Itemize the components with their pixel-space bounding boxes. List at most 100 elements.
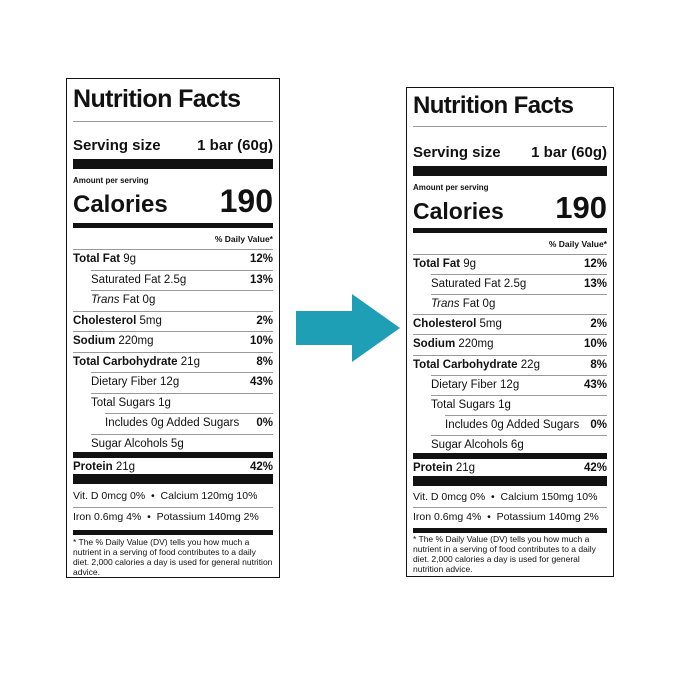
bullet: • bbox=[487, 511, 491, 523]
calories-row: Calories 190 bbox=[73, 183, 273, 223]
medium-divider bbox=[413, 228, 607, 233]
nutrient-amount: 220mg bbox=[118, 335, 154, 347]
nutrient-amount: 21g bbox=[455, 462, 476, 474]
medium-divider bbox=[73, 223, 273, 228]
serving-size: Serving size 1 bar (60g) bbox=[73, 137, 273, 154]
nutrient-row: Sodium 220mg 10% bbox=[73, 332, 273, 350]
serving-size-value: 1 bar (60g) bbox=[531, 144, 607, 161]
divider bbox=[91, 290, 273, 291]
nutrient-amount: 22g bbox=[520, 358, 540, 371]
vitamin-d: Vit. D 0mcg 0% bbox=[413, 491, 486, 503]
nutrient-name: Total Carbohydrate bbox=[413, 358, 518, 371]
nutrient-row: Total Carbohydrate 22g 8% bbox=[413, 356, 607, 374]
serving-size: Serving size 1 bar (60g) bbox=[413, 144, 607, 161]
divider bbox=[73, 507, 273, 508]
footnote: * The % Daily Value (DV) tells you how m… bbox=[413, 534, 596, 574]
nutrient-amount: 2.5g bbox=[503, 278, 527, 291]
divider bbox=[445, 414, 607, 416]
medium-divider bbox=[73, 530, 273, 535]
divider bbox=[73, 121, 273, 122]
vitamin-row-1: Vit. D 0mcg 0% • Calcium 120mg 10% bbox=[73, 487, 273, 505]
nutrient-name: Trans bbox=[431, 298, 460, 311]
nutrient-row: Sodium 220mg 10% bbox=[413, 335, 607, 353]
nutrient-name: Sugar Alcohols bbox=[431, 438, 508, 451]
nutrition-label-after: Nutrition Facts Serving size 1 bar (60g)… bbox=[406, 87, 614, 577]
nutrient-amount: 9g bbox=[123, 253, 137, 265]
nutrient-daily-value: 42% bbox=[583, 462, 607, 474]
nutrient-amount: 1g bbox=[498, 398, 511, 411]
footnote: * The % Daily Value (DV) tells you how m… bbox=[73, 537, 273, 577]
potassium: Potassium 140mg 2% bbox=[496, 511, 599, 523]
nutrient-row: Total Sugars 1g bbox=[73, 394, 273, 412]
nutrient-name: Protein bbox=[413, 462, 453, 474]
serving-size-value: 1 bar (60g) bbox=[197, 137, 273, 154]
nutrient-amount: 5mg bbox=[479, 318, 502, 331]
nutrient-amount: 21g bbox=[115, 461, 136, 473]
nutrient-name: Sugar Alcohols bbox=[91, 437, 168, 450]
divider bbox=[73, 452, 273, 458]
divider bbox=[73, 310, 273, 312]
label-title: Nutrition Facts bbox=[73, 85, 241, 113]
nutrient-name: Total Sugars bbox=[91, 396, 155, 409]
nutrition-label-before: Nutrition Facts Serving size 1 bar (60g)… bbox=[66, 78, 280, 578]
nutrient-row: Saturated Fat 2.5g 13% bbox=[73, 271, 273, 289]
nutrient-name: Total Fat bbox=[413, 258, 461, 270]
divider bbox=[431, 374, 607, 376]
nutrient-row: Protein 21g 42% bbox=[73, 458, 273, 476]
divider bbox=[73, 351, 273, 353]
vitamin-row-2: Iron 0.6mg 4% • Potassium 140mg 2% bbox=[413, 508, 607, 526]
nutrient-daily-value: 0% bbox=[590, 418, 607, 431]
nutrient-name: Dietary Fiber bbox=[431, 378, 497, 391]
nutrient-row: Cholesterol 5mg 2% bbox=[413, 315, 607, 333]
iron: Iron 0.6mg 4% bbox=[413, 511, 482, 523]
nutrient-name: Includes 0g Added Sugars bbox=[105, 417, 240, 429]
nutrient-daily-value: 10% bbox=[583, 338, 607, 351]
divider bbox=[431, 394, 607, 396]
nutrient-daily-value: 43% bbox=[249, 376, 273, 388]
potassium: Potassium 140mg 2% bbox=[156, 511, 259, 523]
calories-label: Calories bbox=[73, 191, 168, 218]
nutrient-daily-value: 13% bbox=[583, 278, 607, 291]
vitamin-d: Vit. D 0mcg 0% bbox=[73, 490, 146, 502]
nutrient-daily-value: 0% bbox=[256, 417, 273, 429]
thick-divider bbox=[413, 476, 607, 486]
nutrient-daily-value: 10% bbox=[249, 335, 273, 347]
nutrient-row: Includes 0g Added Sugars 0% bbox=[413, 416, 607, 434]
nutrient-amount: 21g bbox=[180, 355, 200, 368]
nutrient-row: Trans Fat 0g bbox=[73, 291, 273, 309]
nutrient-name: Dietary Fiber bbox=[91, 376, 157, 388]
nutrient-name: Sodium bbox=[73, 335, 116, 347]
nutrient-daily-value: 43% bbox=[583, 378, 607, 391]
calcium: Calcium 120mg 10% bbox=[160, 490, 258, 502]
divider bbox=[413, 507, 607, 508]
divider bbox=[413, 453, 607, 459]
divider bbox=[91, 269, 273, 271]
daily-value-header: % Daily Value* bbox=[214, 234, 273, 244]
thick-divider bbox=[73, 474, 273, 484]
nutrient-name: Trans bbox=[91, 294, 120, 306]
nutrient-name: Total Carbohydrate bbox=[73, 355, 178, 368]
nutrient-row: Protein 21g 42% bbox=[413, 459, 607, 477]
right-arrow-icon bbox=[296, 294, 400, 362]
daily-value-header: % Daily Value* bbox=[548, 239, 607, 249]
divider bbox=[413, 254, 607, 255]
divider bbox=[73, 331, 273, 332]
nutrient-name: Cholesterol bbox=[413, 318, 477, 331]
nutrient-amount: 1g bbox=[158, 396, 171, 409]
nutrient-amount: 5mg bbox=[139, 314, 162, 327]
amount-per-serving: Amount per serving bbox=[413, 183, 489, 192]
divider bbox=[91, 372, 273, 373]
calories-label: Calories bbox=[413, 198, 504, 224]
divider bbox=[413, 334, 607, 336]
nutrient-row: Sugar Alcohols 5g bbox=[73, 435, 273, 453]
bullet: • bbox=[147, 511, 151, 523]
nutrient-row: Sugar Alcohols 6g bbox=[413, 436, 607, 454]
nutrient-daily-value: 12% bbox=[583, 258, 607, 270]
vitamin-row-2: Iron 0.6mg 4% • Potassium 140mg 2% bbox=[73, 508, 273, 526]
nutrient-daily-value: 8% bbox=[256, 355, 273, 368]
nutrient-row: Total Fat 9g 12% bbox=[73, 250, 273, 268]
nutrient-amount: 5g bbox=[170, 437, 184, 450]
calcium: Calcium 150mg 10% bbox=[500, 491, 598, 503]
nutrient-name: Cholesterol bbox=[73, 314, 137, 327]
amount-per-serving: Amount per serving bbox=[73, 176, 149, 185]
